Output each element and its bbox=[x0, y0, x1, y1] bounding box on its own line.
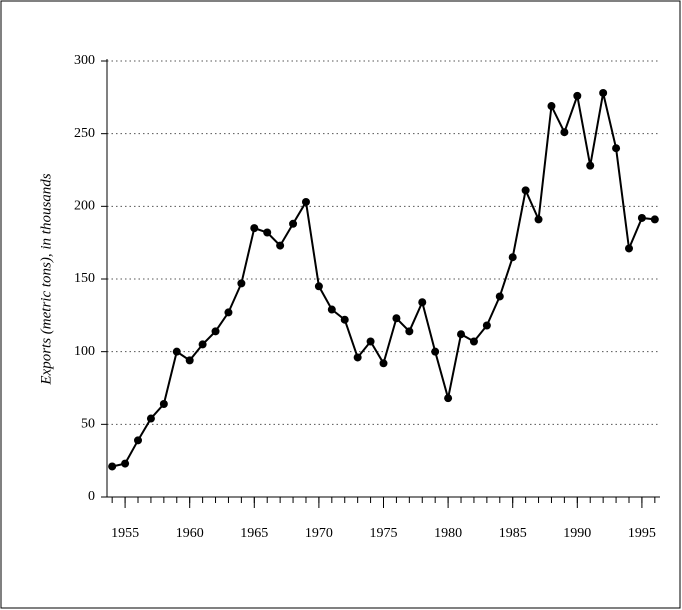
x-tick-label: 1990 bbox=[563, 526, 591, 541]
point bbox=[444, 394, 453, 403]
x-tick-label: 1995 bbox=[628, 526, 656, 541]
point bbox=[599, 88, 608, 97]
point bbox=[301, 197, 310, 206]
point bbox=[469, 337, 478, 346]
x-tick-label: 1985 bbox=[499, 526, 527, 541]
x-tick-label: 1980 bbox=[434, 526, 462, 541]
point bbox=[560, 128, 569, 137]
point bbox=[495, 292, 504, 301]
point bbox=[637, 213, 646, 222]
point bbox=[250, 224, 259, 233]
y-tick-label: 250 bbox=[74, 126, 95, 141]
y-tick-label: 300 bbox=[74, 53, 95, 68]
y-tick-label: 100 bbox=[74, 344, 95, 359]
point bbox=[405, 327, 414, 336]
x-tick-label: 1960 bbox=[176, 526, 204, 541]
point bbox=[586, 161, 595, 170]
x-tick-label: 1975 bbox=[370, 526, 398, 541]
point bbox=[172, 347, 181, 356]
point bbox=[353, 353, 362, 362]
point bbox=[134, 436, 143, 445]
point bbox=[457, 330, 466, 339]
point bbox=[624, 244, 633, 253]
point bbox=[366, 337, 375, 346]
point bbox=[146, 414, 155, 423]
point bbox=[612, 144, 621, 153]
point bbox=[482, 321, 491, 330]
point bbox=[211, 327, 220, 336]
point bbox=[289, 219, 298, 228]
y-axis-label: Exports (metric tons), in thousands bbox=[38, 173, 54, 385]
x-tick-label: 1955 bbox=[111, 526, 139, 541]
point bbox=[431, 347, 440, 356]
point bbox=[327, 305, 336, 314]
point bbox=[547, 102, 556, 111]
point bbox=[392, 314, 401, 323]
point bbox=[314, 282, 323, 291]
point bbox=[418, 298, 427, 307]
point bbox=[573, 91, 582, 100]
point bbox=[276, 241, 285, 250]
point bbox=[650, 215, 659, 224]
point bbox=[521, 186, 530, 195]
point bbox=[237, 279, 246, 288]
point bbox=[159, 399, 168, 408]
point bbox=[198, 340, 207, 349]
y-tick-label: 50 bbox=[81, 417, 95, 432]
point bbox=[340, 315, 349, 324]
y-tick-label: 150 bbox=[74, 271, 95, 286]
point bbox=[224, 308, 233, 317]
y-tick-label: 0 bbox=[88, 489, 95, 504]
x-tick-label: 1965 bbox=[240, 526, 268, 541]
point bbox=[379, 359, 388, 368]
x-tick-label: 1970 bbox=[305, 526, 333, 541]
line bbox=[111, 92, 655, 468]
point bbox=[121, 459, 130, 468]
point bbox=[185, 356, 194, 365]
point bbox=[108, 462, 117, 471]
point bbox=[534, 215, 543, 224]
y-tick-label: 200 bbox=[74, 199, 95, 214]
point bbox=[263, 228, 272, 237]
point bbox=[508, 253, 517, 262]
